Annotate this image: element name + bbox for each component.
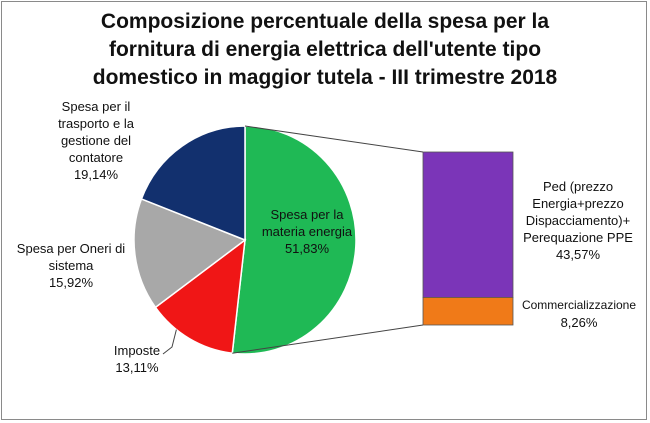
pie-slice-1 bbox=[154, 238, 246, 355]
breakdown-label-name: Ped (prezzo Energia+prezzo Dispacciament… bbox=[523, 179, 633, 245]
chart-title: Composizione percentuale della spesa per… bbox=[92, 10, 558, 89]
pie-slice-3 bbox=[140, 125, 246, 242]
slice-label-value: 51,83% bbox=[284, 241, 330, 256]
breakdown-segment-0 bbox=[422, 151, 514, 298]
slice-label-0: Spesa per la materia energia 51,83% bbox=[252, 206, 362, 257]
slice-label-2: Spesa per Oneri di sistema 15,92% bbox=[4, 240, 138, 291]
slice-label-value: 15,92% bbox=[48, 275, 94, 290]
breakdown-label-0: Ped (prezzo Energia+prezzo Dispacciament… bbox=[515, 178, 641, 263]
breakdown-label-name: Commercializzazione bbox=[521, 298, 637, 312]
slice-label-3: Spesa per il trasporto e la gestione del… bbox=[34, 98, 158, 183]
slice-label-1: Imposte 13,11% bbox=[82, 342, 192, 376]
breakdown-segment-1 bbox=[422, 297, 514, 326]
slice-label-name: Spesa per il trasporto e la gestione del… bbox=[58, 99, 134, 165]
slice-label-value: 19,14% bbox=[73, 167, 119, 182]
slice-label-name: Spesa per Oneri di sistema bbox=[16, 241, 126, 273]
slice-label-name: Spesa per la materia energia bbox=[261, 207, 353, 239]
connector-line-bottom bbox=[232, 324, 424, 354]
pie-slice-2 bbox=[133, 197, 247, 309]
breakdown-label-value: 43,57% bbox=[555, 247, 601, 262]
connector-line-top bbox=[244, 125, 424, 153]
leader-line-imposte bbox=[162, 329, 177, 355]
breakdown-label-1: Commercializzazione 8,26% bbox=[514, 296, 644, 332]
breakdown-label-value: 8,26% bbox=[560, 315, 598, 330]
slice-label-name: Imposte bbox=[113, 343, 161, 358]
pie-slice-0 bbox=[231, 125, 357, 355]
slice-label-value: 13,11% bbox=[115, 360, 159, 375]
